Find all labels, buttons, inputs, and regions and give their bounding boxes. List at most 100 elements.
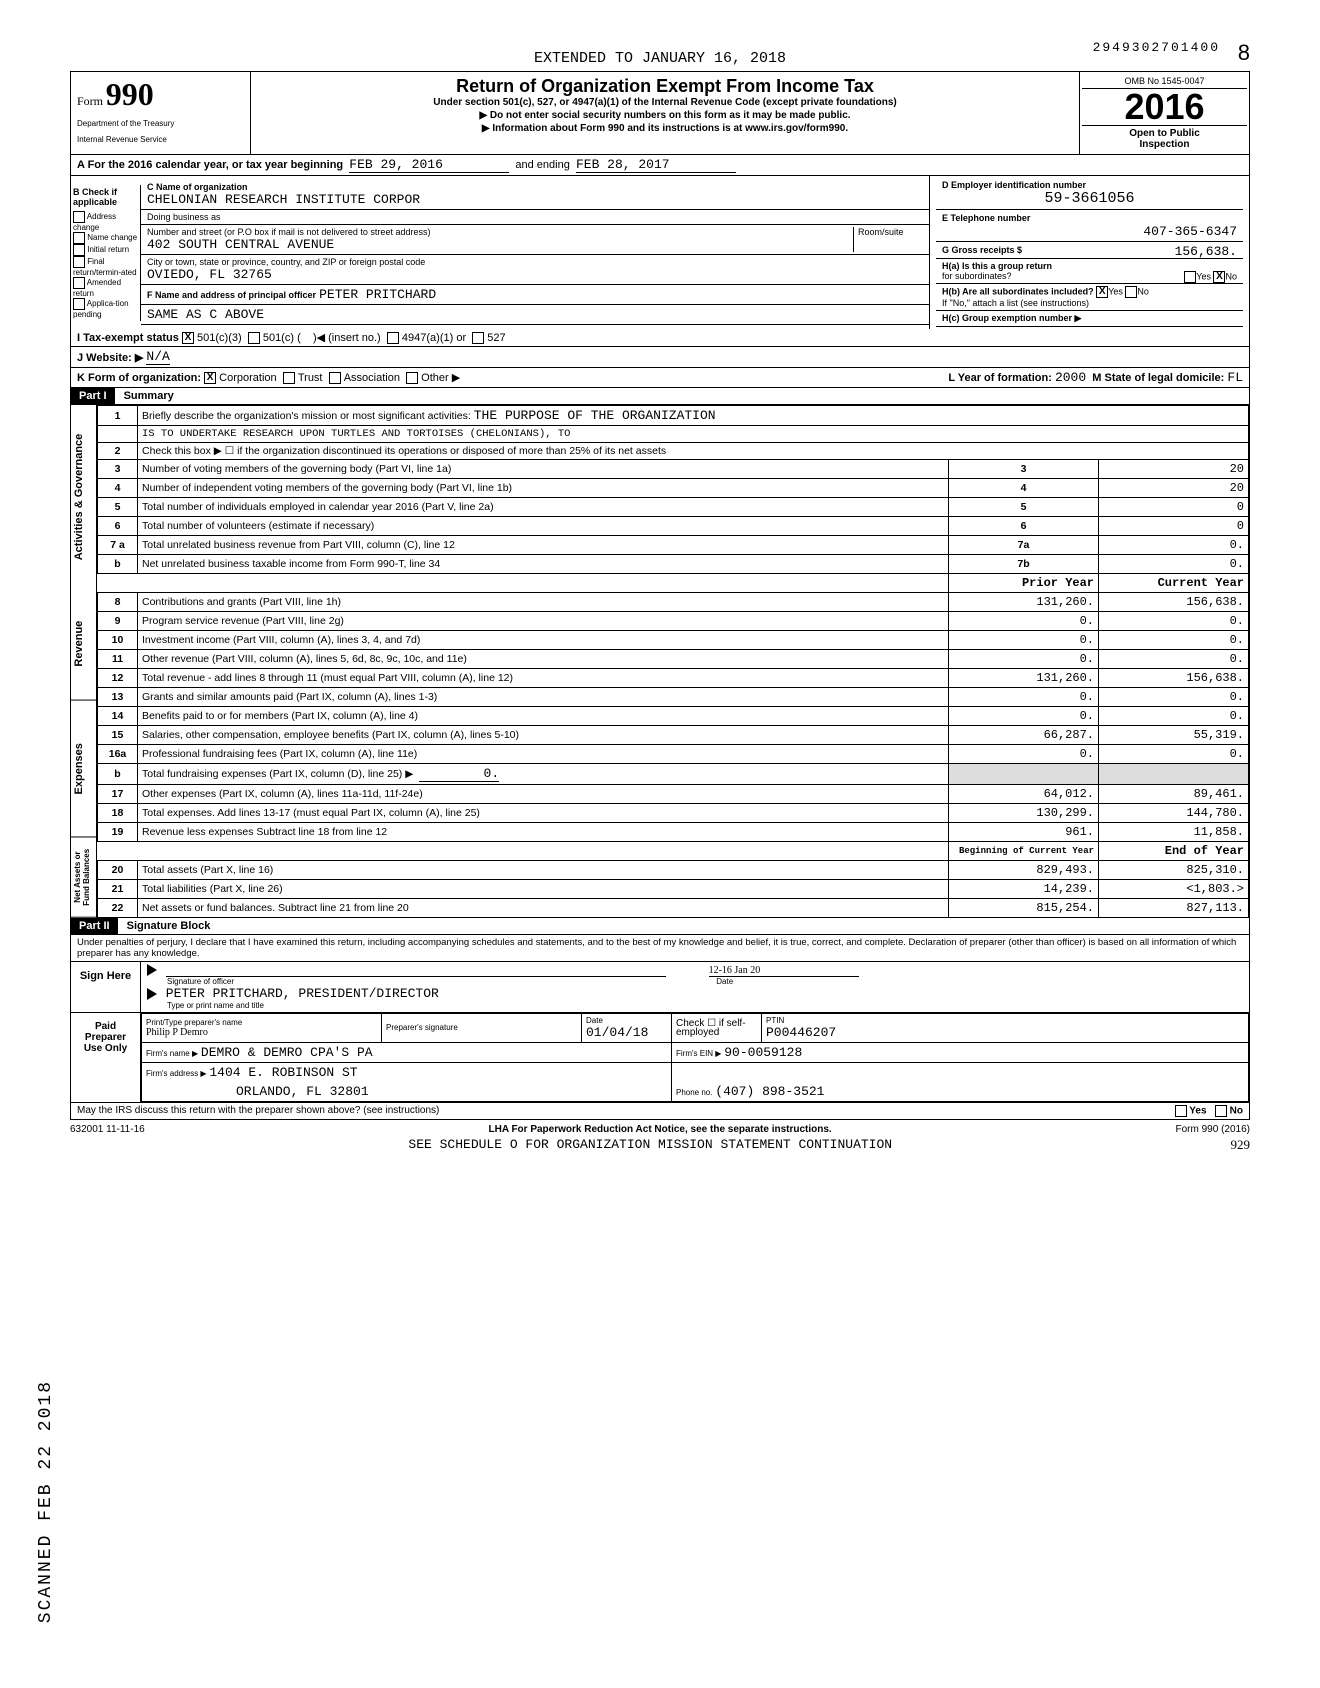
principal-officer-addr: SAME AS C ABOVE — [141, 305, 929, 325]
ha-no: No — [1225, 271, 1237, 281]
date-label: Date — [716, 977, 733, 986]
row-desc: Total revenue - add lines 8 through 11 (… — [138, 669, 949, 688]
officer-signature[interactable] — [166, 965, 666, 977]
row-desc: Program service revenue (Part VIII, line… — [138, 612, 949, 631]
row-num: 13 — [98, 688, 138, 707]
row-num: 6 — [98, 517, 138, 536]
info-url: ▶ Information about Form 990 and its ins… — [259, 123, 1071, 134]
row-current: 0. — [1099, 650, 1249, 669]
prep-sig-label: Preparer's signature — [386, 1023, 577, 1032]
hb-no-checkbox[interactable] — [1125, 286, 1137, 298]
row-desc: Other revenue (Part VIII, column (A), li… — [138, 650, 949, 669]
hb-yes-checkbox[interactable]: X — [1096, 286, 1108, 298]
line1-label: Briefly describe the organization's miss… — [142, 410, 471, 422]
row-desc: Total number of volunteers (estimate if … — [138, 517, 949, 536]
row-box: 6 — [949, 517, 1099, 536]
row-current: 0. — [1099, 688, 1249, 707]
extended-to: EXTENDED TO JANUARY 16, 2018 — [70, 50, 1250, 67]
row-prior: 64,012. — [949, 785, 1099, 804]
row-num: 5 — [98, 498, 138, 517]
page-digit: 8 — [1238, 40, 1250, 66]
4947-checkbox[interactable] — [387, 332, 399, 344]
name-change-checkbox[interactable] — [73, 232, 85, 244]
bcd-block: B Check if applicable Address change Nam… — [70, 176, 1250, 329]
prep-date-label: Date — [586, 1016, 667, 1025]
row-prior: 815,254. — [949, 899, 1099, 918]
end-year-hdr: End of Year — [1099, 842, 1249, 861]
principal-officer-name: PETER PRITCHARD — [319, 287, 436, 302]
row-num: 21 — [98, 880, 138, 899]
row-current: 144,780. — [1099, 804, 1249, 823]
name-title-label: Type or print name and title — [167, 1001, 1243, 1010]
line-k: K Form of organization: X Corporation Tr… — [70, 368, 1250, 388]
assoc-checkbox[interactable] — [329, 372, 341, 384]
row-num: 10 — [98, 631, 138, 650]
ha-yes-checkbox[interactable] — [1184, 271, 1196, 283]
officer-name: PETER PRITCHARD, PRESIDENT/DIRECTOR — [166, 986, 439, 1001]
discuss-yes-checkbox[interactable] — [1175, 1105, 1187, 1117]
discuss-no-checkbox[interactable] — [1215, 1105, 1227, 1117]
row-current — [1099, 764, 1249, 785]
row-prior: 0. — [949, 631, 1099, 650]
i-501c3: 501(c)(3) — [197, 332, 242, 344]
city-label: City or town, state or province, country… — [147, 257, 923, 267]
i-527: 527 — [487, 332, 505, 344]
phone-label: Phone no. — [676, 1088, 712, 1097]
final-return-checkbox[interactable] — [73, 256, 85, 268]
row-desc: Benefits paid to or for members (Part IX… — [138, 707, 949, 726]
footer-left: 632001 11-11-16 — [70, 1124, 145, 1135]
line-a: A For the 2016 calendar year, or tax yea… — [70, 155, 1250, 176]
firm-phone-value: (407) 898-3521 — [715, 1084, 824, 1099]
begin-year-hdr: Beginning of Current Year — [949, 842, 1099, 861]
row-current: 827,113. — [1099, 899, 1249, 918]
return-subtitle: Under section 501(c), 527, or 4947(a)(1)… — [259, 97, 1071, 108]
current-year-hdr: Current Year — [1099, 574, 1249, 593]
row-desc: Revenue less expenses Subtract line 18 f… — [138, 823, 949, 842]
row-desc: Number of independent voting members of … — [138, 479, 949, 498]
signature-block: Sign Here 12-16 Jan 20 Signature of offi… — [70, 962, 1250, 1120]
room-suite-label: Room/suite — [853, 227, 923, 252]
form-label: Form — [77, 94, 103, 108]
501c-checkbox[interactable] — [248, 332, 260, 344]
ha-no-checkbox[interactable]: X — [1213, 271, 1225, 283]
initial-return-checkbox[interactable] — [73, 244, 85, 256]
prep-name-value: Philip P Demro — [146, 1027, 377, 1038]
addr-change-checkbox[interactable] — [73, 211, 85, 223]
c-name-label: C Name of organization — [147, 182, 923, 192]
row-box: 5 — [949, 498, 1099, 517]
k-label: K Form of organization: — [77, 372, 201, 384]
gross-receipts-value: 156,638. — [1175, 244, 1237, 259]
b-item-1: Name change — [87, 233, 137, 242]
dept-treasury: Department of the Treasury — [77, 119, 244, 129]
i-4947: 4947(a)(1) or — [402, 332, 466, 344]
application-pending-checkbox[interactable] — [73, 298, 85, 310]
row-prior: 961. — [949, 823, 1099, 842]
trust-checkbox[interactable] — [283, 372, 295, 384]
row-prior: 0. — [949, 612, 1099, 631]
row-current: 11,858. — [1099, 823, 1249, 842]
501c3-checkbox[interactable]: X — [182, 332, 194, 344]
corp-checkbox[interactable]: X — [204, 372, 216, 384]
ptin-value: P00446207 — [766, 1025, 1244, 1040]
k-assoc: Association — [344, 372, 400, 384]
row-num: 7 a — [98, 536, 138, 555]
firm-name-label: Firm's name ▶ — [146, 1049, 198, 1058]
discuss-no: No — [1230, 1105, 1243, 1116]
other-checkbox[interactable] — [406, 372, 418, 384]
row-desc: Contributions and grants (Part VIII, lin… — [138, 593, 949, 612]
i-501c: 501(c) ( — [263, 332, 301, 344]
amended-return-checkbox[interactable] — [73, 277, 85, 289]
g-receipts-label: G Gross receipts $ — [942, 245, 1022, 255]
hb-yes: Yes — [1108, 286, 1123, 296]
sig-label: Signature of officer — [167, 977, 234, 986]
row-prior: 0. — [949, 707, 1099, 726]
line-j: J Website: ▶ N/A — [70, 347, 1250, 368]
row-desc: Salaries, other compensation, employee b… — [138, 726, 949, 745]
street-address: 402 SOUTH CENTRAL AVENUE — [147, 237, 853, 252]
row-num: 9 — [98, 612, 138, 631]
preparer-table: Print/Type preparer's name Philip P Demr… — [141, 1013, 1249, 1102]
ha-yes: Yes — [1196, 271, 1211, 281]
row-prior: 130,299. — [949, 804, 1099, 823]
k-trust: Trust — [298, 372, 323, 384]
527-checkbox[interactable] — [472, 332, 484, 344]
